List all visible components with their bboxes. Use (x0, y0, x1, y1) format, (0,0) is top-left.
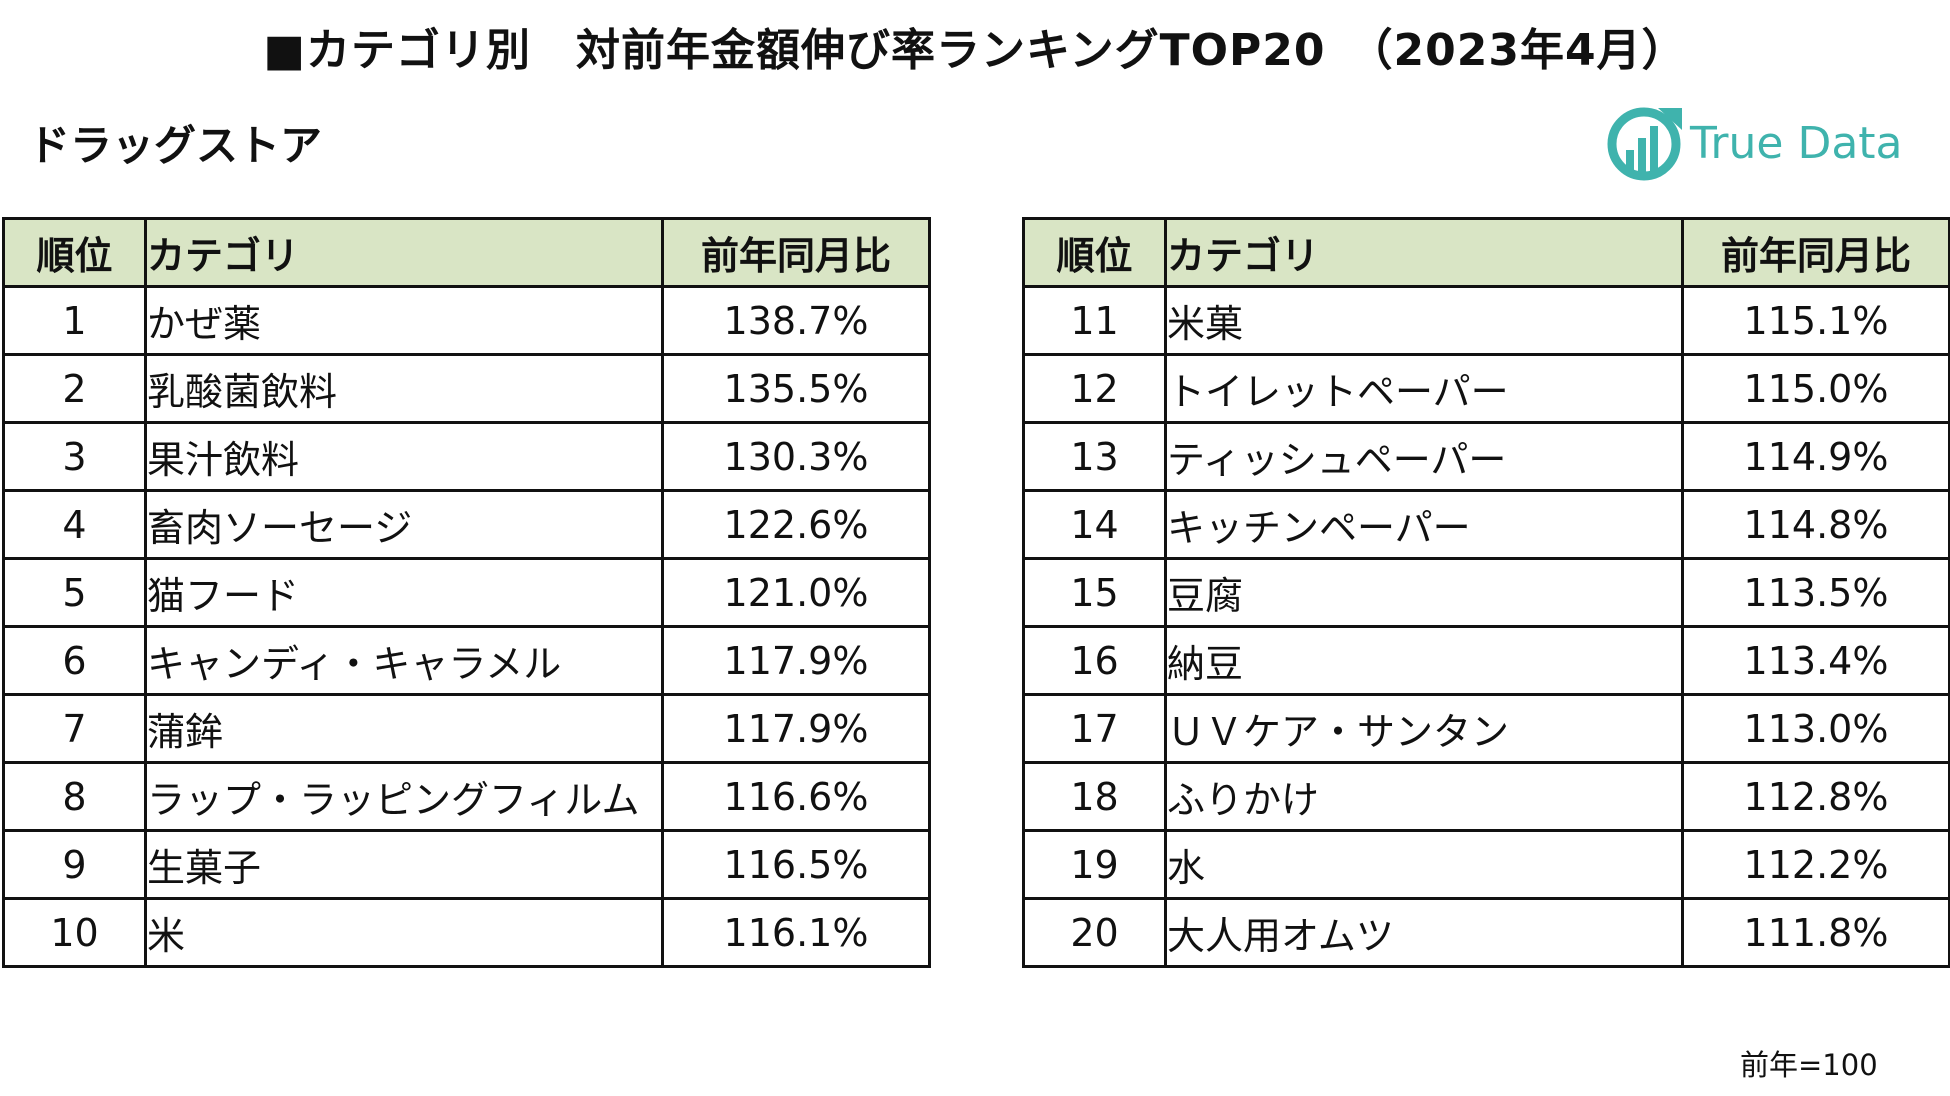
logo-text: True Data (1690, 118, 1903, 169)
header-category: カテゴリ (144, 217, 664, 288)
category-cell: 納豆 (1164, 625, 1684, 696)
category-cell: 水 (1164, 829, 1684, 900)
value-cell: 113.5% (1681, 557, 1950, 628)
category-cell: 米 (144, 897, 664, 968)
header-rank: 順位 (2, 217, 147, 288)
category-cell: キャンディ・キャラメル (144, 625, 664, 696)
category-cell: 畜肉ソーセージ (144, 489, 664, 560)
table-row: 17 ＵＶケア・サンタン 113.0% (1022, 693, 1950, 764)
value-cell: 116.5% (661, 829, 931, 900)
rank-cell: 1 (2, 285, 147, 356)
rank-cell: 13 (1022, 421, 1167, 492)
category-cell: ＵＶケア・サンタン (1164, 693, 1684, 764)
page-title: ■カテゴリ別 対前年金額伸び率ランキングTOP20 （2023年4月） (263, 25, 1687, 76)
value-cell: 122.6% (661, 489, 931, 560)
value-cell: 114.9% (1681, 421, 1950, 492)
ranking-table-left: 順位 カテゴリ 前年同月比 1 かぜ薬 138.7% 2 乳酸菌飲料 135.5% 3 果汁飲… (2, 217, 931, 968)
rank-cell: 7 (2, 693, 147, 764)
category-cell: 米菓 (1164, 285, 1684, 356)
category-cell: ラップ・ラッピングフィルム (144, 761, 664, 832)
value-cell: 113.0% (1681, 693, 1950, 764)
table-row: 14 キッチンペーパー 114.8% (1022, 489, 1950, 560)
category-cell: 蒲鉾 (144, 693, 664, 764)
rank-cell: 16 (1022, 625, 1167, 696)
category-cell: 大人用オムツ (1164, 897, 1684, 968)
rank-cell: 11 (1022, 285, 1167, 356)
value-cell: 113.4% (1681, 625, 1950, 696)
rank-cell: 3 (2, 421, 147, 492)
table-row: 6 キャンディ・キャラメル 117.9% (2, 625, 931, 696)
category-cell: かぜ薬 (144, 285, 664, 356)
category-cell: ふりかけ (1164, 761, 1684, 832)
category-cell: 生菓子 (144, 829, 664, 900)
table-header-row: 順位 カテゴリ 前年同月比 (1022, 217, 1950, 288)
rank-cell: 19 (1022, 829, 1167, 900)
category-cell: 豆腐 (1164, 557, 1684, 628)
table-row: 11 米菓 115.1% (1022, 285, 1950, 356)
rank-cell: 12 (1022, 353, 1167, 424)
rank-cell: 14 (1022, 489, 1167, 560)
table-row: 20 大人用オムツ 111.8% (1022, 897, 1950, 968)
value-cell: 116.6% (661, 761, 931, 832)
rank-cell: 9 (2, 829, 147, 900)
value-cell: 130.3% (661, 421, 931, 492)
table-row: 7 蒲鉾 117.9% (2, 693, 931, 764)
ranking-table-right: 順位 カテゴリ 前年同月比 11 米菓 115.1% 12 トイレットペーパー 115.0… (1022, 217, 1950, 968)
header-value: 前年同月比 (661, 217, 931, 288)
rank-cell: 5 (2, 557, 147, 628)
table-row: 12 トイレットペーパー 115.0% (1022, 353, 1950, 424)
value-cell: 138.7% (661, 285, 931, 356)
table-header-row: 順位 カテゴリ 前年同月比 (2, 217, 931, 288)
rank-cell: 15 (1022, 557, 1167, 628)
value-cell: 112.8% (1681, 761, 1950, 832)
value-cell: 117.9% (661, 693, 931, 764)
value-cell: 117.9% (661, 625, 931, 696)
value-cell: 114.8% (1681, 489, 1950, 560)
rank-cell: 8 (2, 761, 147, 832)
category-cell: 果汁飲料 (144, 421, 664, 492)
value-cell: 111.8% (1681, 897, 1950, 968)
table-row: 3 果汁飲料 130.3% (2, 421, 931, 492)
table-row: 9 生菓子 116.5% (2, 829, 931, 900)
category-cell: キッチンペーパー (1164, 489, 1684, 560)
rank-cell: 20 (1022, 897, 1167, 968)
table-row: 15 豆腐 113.5% (1022, 557, 1950, 628)
table-row: 5 猫フード 121.0% (2, 557, 931, 628)
table-row: 19 水 112.2% (1022, 829, 1950, 900)
table-row: 16 納豆 113.4% (1022, 625, 1950, 696)
value-cell: 135.5% (661, 353, 931, 424)
rank-cell: 6 (2, 625, 147, 696)
bar-chart-circle-icon (1607, 107, 1682, 181)
value-cell: 115.0% (1681, 353, 1950, 424)
table-row: 10 米 116.1% (2, 897, 931, 968)
value-cell: 112.2% (1681, 829, 1950, 900)
table-row: 2 乳酸菌飲料 135.5% (2, 353, 931, 424)
true-data-logo: True Data (1606, 100, 1926, 188)
table-row: 1 かぜ薬 138.7% (2, 285, 931, 356)
value-cell: 115.1% (1681, 285, 1950, 356)
table-row: 4 畜肉ソーセージ 122.6% (2, 489, 931, 560)
category-cell: 乳酸菌飲料 (144, 353, 664, 424)
rank-cell: 18 (1022, 761, 1167, 832)
rank-cell: 10 (2, 897, 147, 968)
category-cell: トイレットペーパー (1164, 353, 1684, 424)
header-category: カテゴリ (1164, 217, 1684, 288)
value-cell: 121.0% (661, 557, 931, 628)
rank-cell: 2 (2, 353, 147, 424)
value-cell: 116.1% (661, 897, 931, 968)
rank-cell: 4 (2, 489, 147, 560)
header-value: 前年同月比 (1681, 217, 1950, 288)
table-row: 13 ティッシュペーパー 114.9% (1022, 421, 1950, 492)
store-type-heading: ドラッグストア (28, 121, 323, 170)
header-rank: 順位 (1022, 217, 1167, 288)
baseline-note: 前年=100 (1740, 1048, 1878, 1082)
category-cell: ティッシュペーパー (1164, 421, 1684, 492)
rank-cell: 17 (1022, 693, 1167, 764)
table-row: 8 ラップ・ラッピングフィルム 116.6% (2, 761, 931, 832)
table-row: 18 ふりかけ 112.8% (1022, 761, 1950, 832)
category-cell: 猫フード (144, 557, 664, 628)
